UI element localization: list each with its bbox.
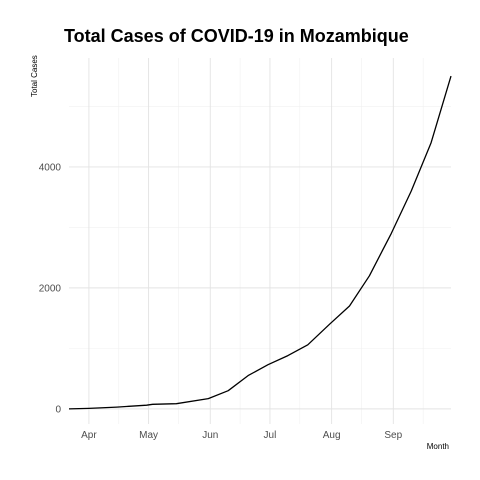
x-tick-may: May [139,430,158,441]
x-tick-labels: Apr May Jun Jul Aug Sep [81,430,403,441]
series-layer [68,75,452,410]
x-tick-jun: Jun [202,430,218,441]
y-tick-4000: 4000 [39,162,62,173]
y-tick-2000: 2000 [39,283,62,294]
x-tick-apr: Apr [81,430,97,441]
y-axis-title: Total Cases [30,55,39,97]
series-line-0 [68,75,452,410]
x-tick-sep: Sep [384,430,402,441]
y-tick-0: 0 [55,404,61,415]
chart-title: Total Cases of COVID-19 in Mozambique [64,26,409,46]
y-tick-labels: 0 2000 4000 [39,162,62,415]
x-axis-title: Month [427,442,449,451]
minor-gridlines [69,58,451,424]
x-tick-aug: Aug [323,430,341,441]
x-tick-jul: Jul [264,430,277,441]
major-gridlines [69,58,451,424]
